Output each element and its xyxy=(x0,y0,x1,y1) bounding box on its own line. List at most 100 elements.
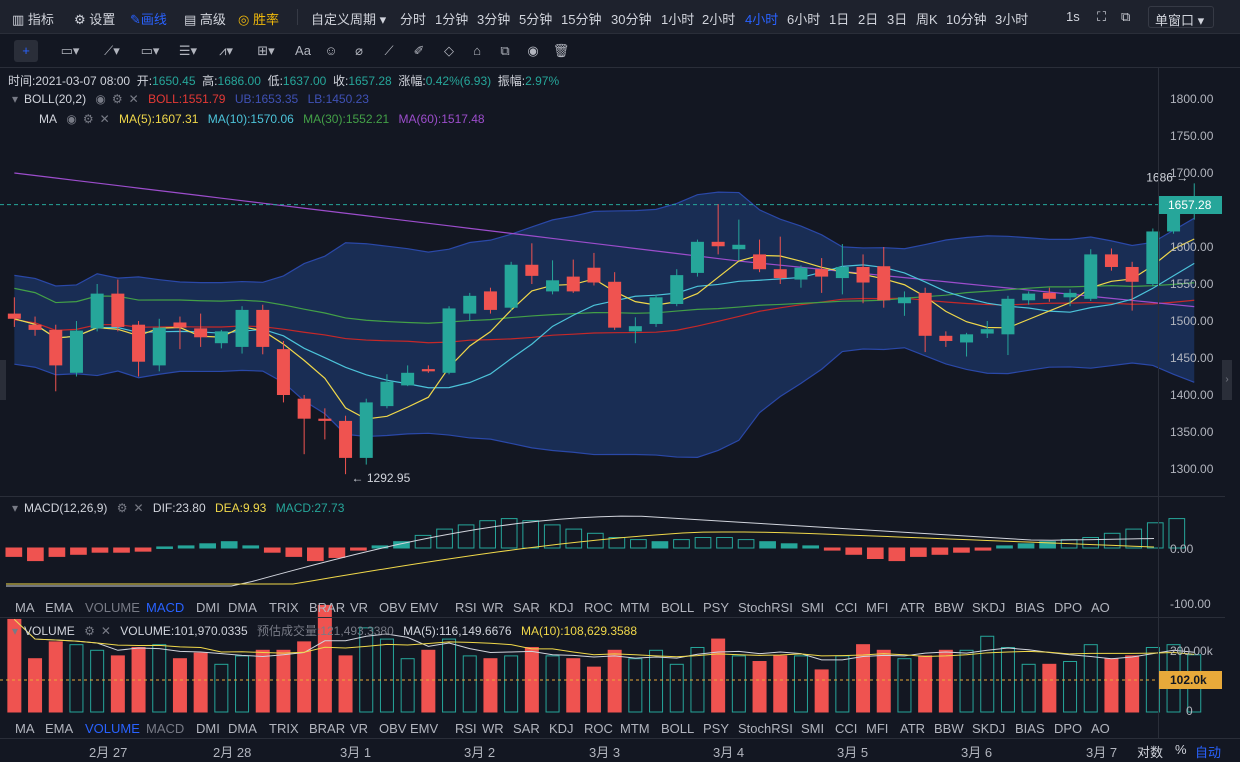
popout-icon[interactable]: ⧉ xyxy=(1121,9,1131,24)
indicator-tab[interactable]: MACD xyxy=(146,600,185,615)
advanced-button[interactable]: ▤ 高级 xyxy=(184,9,226,28)
chevron-down-icon[interactable]: ▾ xyxy=(12,501,19,515)
crosshair-icon[interactable]: + xyxy=(14,40,38,62)
indicator-tab[interactable]: EMV xyxy=(410,600,439,615)
brush-icon[interactable]: ✐ xyxy=(413,43,425,58)
period-button[interactable]: 4小时 xyxy=(745,12,779,27)
period-button[interactable]: 30分钟 xyxy=(611,12,652,27)
pane-divider[interactable] xyxy=(0,617,1225,618)
close-icon[interactable]: ✕ xyxy=(100,624,111,638)
period-button[interactable]: 1分钟 xyxy=(435,12,469,27)
period-button[interactable]: 5分钟 xyxy=(519,12,553,27)
indicator-tab[interactable]: BBW xyxy=(934,600,964,615)
settings-button[interactable]: ⚙ 设置 xyxy=(74,9,115,28)
magnet-icon[interactable]: ⌀ xyxy=(355,43,363,58)
ruler-tool-icon[interactable]: ⟋ xyxy=(384,43,394,58)
indicator-tab[interactable]: DMI xyxy=(196,600,220,615)
text-icon[interactable]: Aa xyxy=(295,43,311,58)
pane-divider[interactable] xyxy=(0,496,1225,497)
gear-icon[interactable]: ⚙ xyxy=(82,112,94,126)
gear-icon[interactable]: ⚙ xyxy=(116,501,128,515)
indicator-tab[interactable]: DPO xyxy=(1054,600,1083,615)
trendline-icon[interactable]: ⟋▾ xyxy=(104,43,120,58)
indicator-tab[interactable]: SMI xyxy=(801,721,825,736)
indicator-tab[interactable]: SKDJ xyxy=(972,600,1006,615)
indicator-tab[interactable]: BBW xyxy=(934,721,964,736)
ruler-icon[interactable]: ▭▾ xyxy=(60,43,80,58)
eye-icon[interactable]: ◉ xyxy=(527,43,539,58)
copy-icon[interactable]: ⧉ xyxy=(500,43,510,58)
period-button[interactable]: 10分钟 xyxy=(946,12,987,27)
indicator-tab[interactable]: DMI xyxy=(196,721,220,736)
log-scale-toggle[interactable]: 对数 xyxy=(1137,745,1164,760)
indicator-tab[interactable]: PSY xyxy=(703,721,730,736)
indicator-tab[interactable]: MA xyxy=(15,721,35,736)
trash-icon[interactable]: 🗑 xyxy=(552,43,570,58)
chevron-down-icon[interactable]: ▾ xyxy=(12,92,19,106)
indicator-tab[interactable]: TRIX xyxy=(269,600,299,615)
indicator-tab[interactable]: CCI xyxy=(835,721,858,736)
indicator-tab[interactable]: VOLUME xyxy=(85,600,140,615)
indicator-tab[interactable]: MFI xyxy=(866,721,889,736)
indicator-tab[interactable]: PSY xyxy=(703,600,730,615)
indicator-tab[interactable]: WR xyxy=(482,600,504,615)
indicator-tab[interactable]: VR xyxy=(350,721,369,736)
period-button[interactable]: 周K xyxy=(916,12,938,27)
measure-icon[interactable]: ⊞▾ xyxy=(257,43,275,58)
indicator-tab[interactable]: ATR xyxy=(900,721,926,736)
indicator-tab[interactable]: EMV xyxy=(410,721,439,736)
fullscreen-icon[interactable]: ⛶ xyxy=(1097,9,1107,24)
draw-button[interactable]: ✎画线 xyxy=(130,9,167,28)
indicator-tab[interactable]: StochRSI xyxy=(738,721,793,736)
indicator-tab[interactable]: ATR xyxy=(900,600,926,615)
period-button[interactable]: 1日 xyxy=(829,12,850,27)
indicator-tab[interactable]: BRAR xyxy=(309,600,346,615)
period-button[interactable]: 3日 xyxy=(887,12,908,27)
scroll-right-icon[interactable]: › xyxy=(1222,360,1232,400)
indicator-tab[interactable]: VR xyxy=(350,600,369,615)
indicator-tab[interactable]: VOLUME xyxy=(85,721,140,736)
gear-icon[interactable]: ⚙ xyxy=(84,624,95,638)
indicator-tab[interactable]: AO xyxy=(1091,721,1110,736)
indicator-tab[interactable]: BIAS xyxy=(1015,721,1045,736)
window-mode-dropdown[interactable]: 单窗口 ▾ xyxy=(1148,6,1214,28)
indicator-tab[interactable]: CCI xyxy=(835,600,858,615)
period-button[interactable]: 2小时 xyxy=(702,12,736,27)
close-icon[interactable]: ✕ xyxy=(99,112,110,126)
period-button[interactable]: 3小时 xyxy=(995,12,1029,27)
custom-period-dropdown[interactable]: 自定义周期 ▾ xyxy=(311,9,386,28)
period-button[interactable]: 2日 xyxy=(858,12,879,27)
emoji-icon[interactable]: ☺ xyxy=(324,43,338,58)
indicator-tab[interactable]: MA xyxy=(15,600,35,615)
indicator-tab[interactable]: ROC xyxy=(584,721,613,736)
indicator-tab[interactable]: BRAR xyxy=(309,721,346,736)
rectangle-icon[interactable]: ▭▾ xyxy=(140,43,160,58)
hide-drawings-icon[interactable]: ◇ xyxy=(444,43,454,58)
indicator-tab[interactable]: BIAS xyxy=(1015,600,1045,615)
auto-scale-toggle[interactable]: 自动 xyxy=(1195,745,1222,760)
indicator-tab[interactable]: KDJ xyxy=(549,721,574,736)
indicator-tab[interactable]: StochRSI xyxy=(738,600,793,615)
indicator-tab[interactable]: ROC xyxy=(584,600,613,615)
indicator-tab[interactable]: SMI xyxy=(801,600,825,615)
indicator-tab[interactable]: WR xyxy=(482,721,504,736)
indicator-tab[interactable]: OBV xyxy=(379,721,407,736)
indicator-tab[interactable]: DPO xyxy=(1054,721,1083,736)
seconds-button[interactable]: 1s xyxy=(1066,9,1080,24)
indicator-tab[interactable]: DMA xyxy=(228,721,257,736)
indicator-tab[interactable]: KDJ xyxy=(549,600,574,615)
indicators-button[interactable]: ▥ 指标 xyxy=(12,9,54,28)
indicator-tab[interactable]: BOLL xyxy=(661,600,695,615)
indicator-tab[interactable]: SKDJ xyxy=(972,721,1006,736)
indicator-tab[interactable]: RSI xyxy=(455,721,477,736)
period-button[interactable]: 1小时 xyxy=(661,12,695,27)
lock-icon[interactable]: ⌂ xyxy=(473,43,481,58)
indicator-tab[interactable]: MACD xyxy=(146,721,185,736)
percent-scale-toggle[interactable]: % xyxy=(1175,742,1187,757)
close-icon[interactable]: ✕ xyxy=(133,501,144,515)
indicator-tab[interactable]: MFI xyxy=(866,600,889,615)
indicator-tab[interactable]: EMA xyxy=(45,721,74,736)
indicator-tab[interactable]: AO xyxy=(1091,600,1110,615)
indicator-tab[interactable]: RSI xyxy=(455,600,477,615)
